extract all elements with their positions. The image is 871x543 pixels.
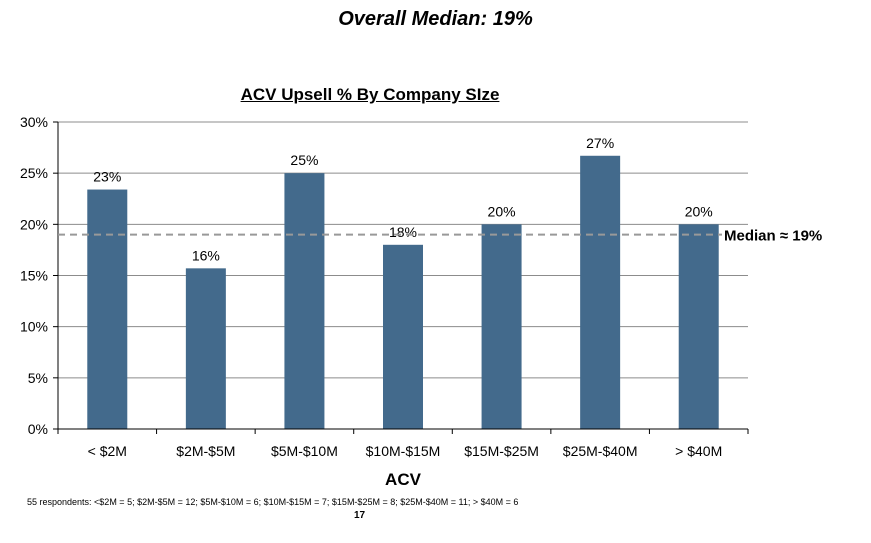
data-labels: 23% 16% 25% 18% 20% 27% 20% — [93, 135, 712, 264]
y-tick-label: 30% — [20, 114, 48, 130]
data-label: 27% — [586, 135, 614, 151]
x-tick-label: $5M-$10M — [271, 443, 338, 459]
bar — [284, 173, 325, 429]
respondents-footnote: 55 respondents: <$2M = 5; $2M-$5M = 12; … — [27, 497, 519, 507]
x-tick-label: > $40M — [675, 443, 722, 459]
bar — [383, 244, 423, 429]
x-tick-label: $10M-$15M — [366, 443, 441, 459]
y-tick-label: 0% — [28, 421, 48, 437]
y-tick-label: 15% — [20, 268, 48, 284]
x-tick-label: $15M-$25M — [464, 443, 539, 459]
data-label: 25% — [290, 152, 318, 168]
y-tick-label: 10% — [20, 319, 48, 335]
y-tick-label: 5% — [28, 370, 48, 386]
x-tick-label: $25M-$40M — [563, 443, 638, 459]
bar — [580, 155, 621, 429]
x-axis-label: ACV — [385, 470, 422, 489]
bar — [481, 224, 522, 429]
x-tick-label: < $2M — [88, 443, 127, 459]
axes: 0% 5% 10% 15% 20% 25% 30% < $2M $2M-$5M $5M-$10M $… — [20, 114, 749, 459]
chart-title: ACV Upsell % By Company SIze — [240, 85, 500, 104]
median-label: Median ≈ 19% — [724, 228, 822, 245]
data-label: 16% — [192, 247, 220, 263]
bar — [185, 268, 226, 429]
headline: Overall Median: 19% — [338, 8, 533, 30]
y-tick-label: 20% — [20, 216, 48, 232]
page-number: 17 — [354, 510, 366, 521]
median-line: Median ≈ 19% — [58, 228, 822, 245]
bars — [87, 155, 719, 429]
y-tick-label: 25% — [20, 165, 48, 181]
bar — [87, 189, 128, 429]
data-label: 23% — [93, 169, 121, 185]
data-label: 20% — [685, 203, 713, 219]
bar — [678, 224, 719, 429]
data-label: 18% — [389, 224, 417, 240]
data-label: 20% — [488, 203, 516, 219]
x-tick-label: $2M-$5M — [176, 443, 235, 459]
